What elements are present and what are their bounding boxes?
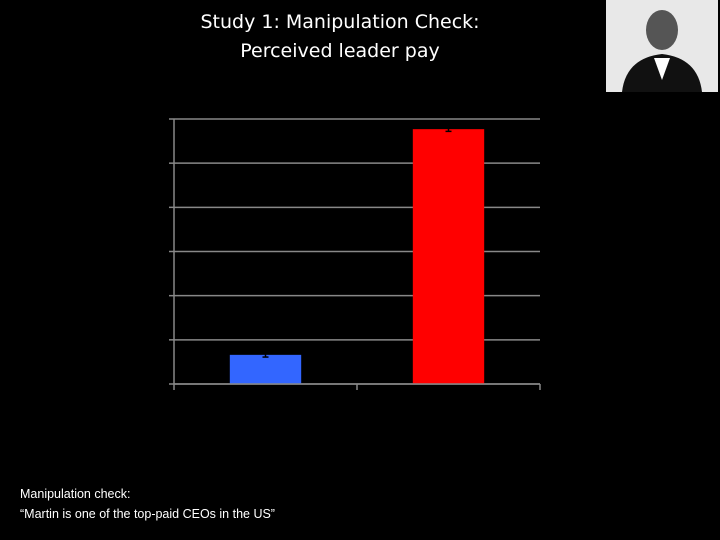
bar [412,129,485,384]
annotation: Manipulation check: [20,487,131,501]
portrait [606,0,718,92]
bar [229,354,302,384]
error-bar [445,126,452,133]
chart-title: Study 1: Manipulation Check: Perceived l… [200,11,480,62]
error-bar [262,351,269,358]
annotation: “Martin is one of the top-paid CEOs in t… [20,507,275,521]
